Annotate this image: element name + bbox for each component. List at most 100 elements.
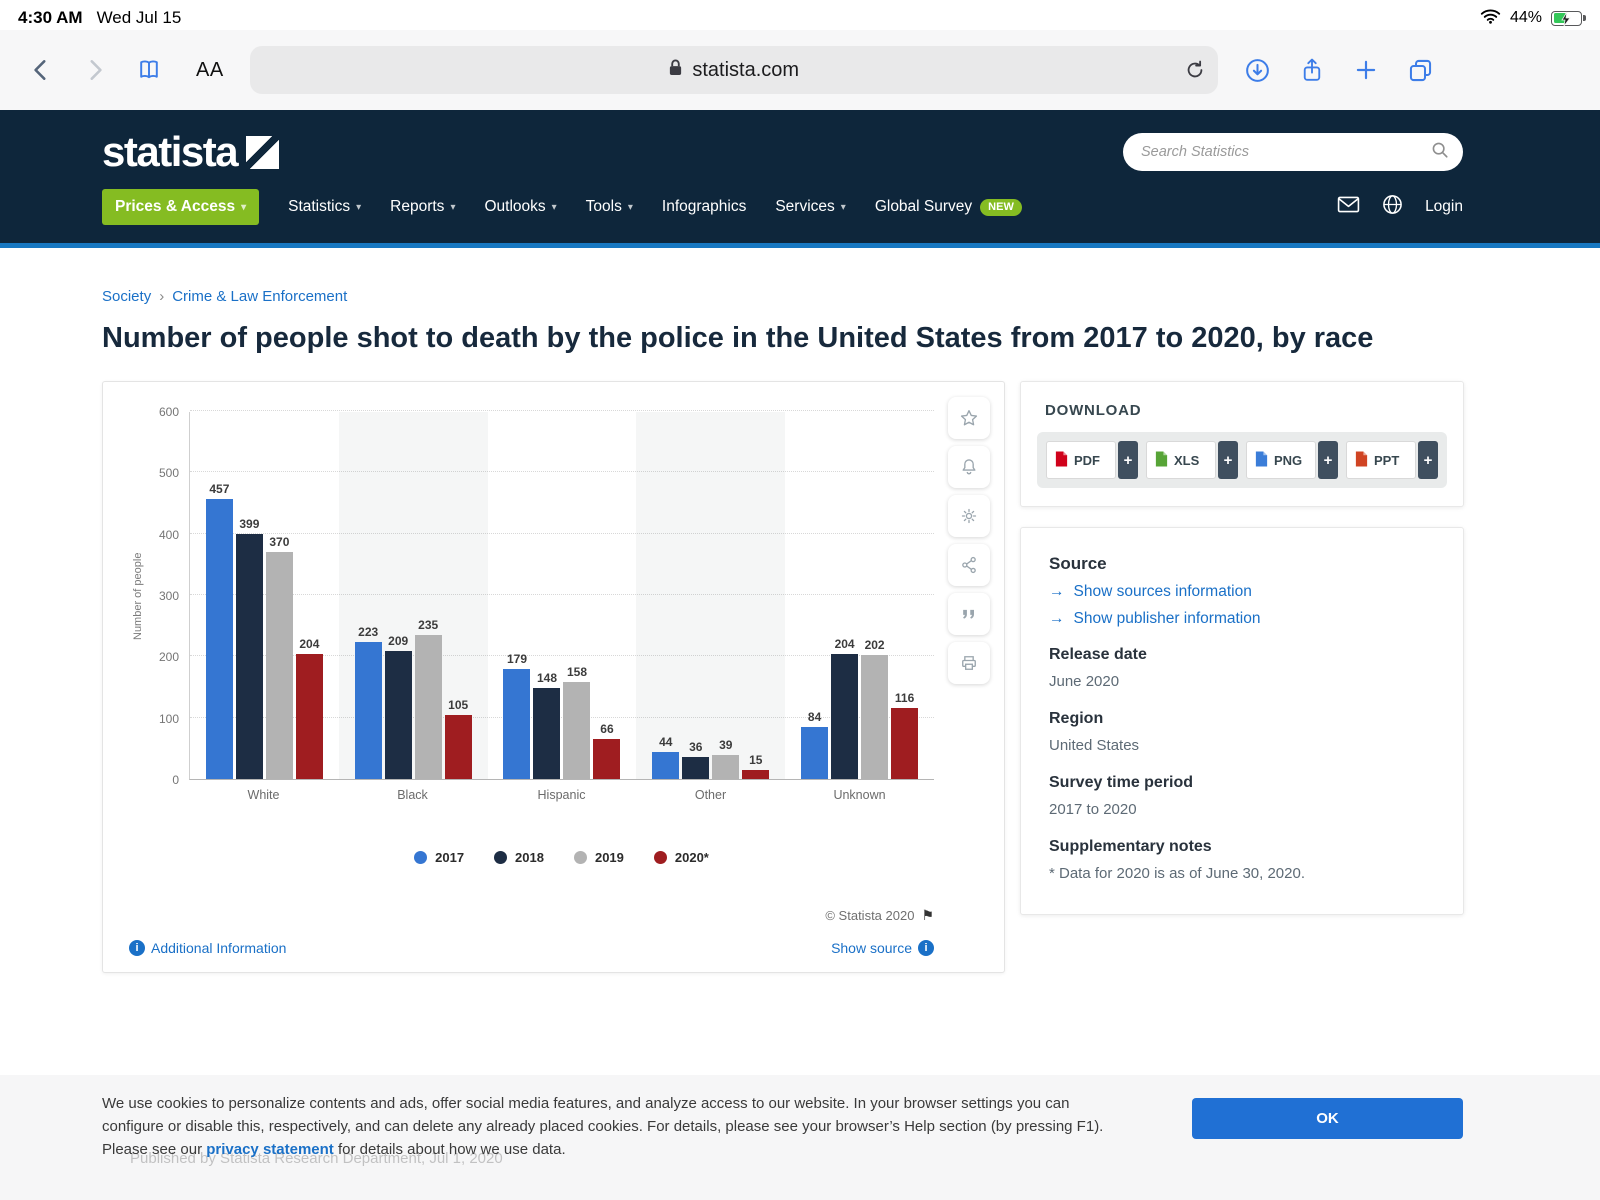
downloads-button[interactable] (1244, 57, 1271, 84)
show-publisher-information-link[interactable]: → Show publisher information (1049, 610, 1261, 627)
download-ppt-button[interactable]: PPT (1346, 441, 1416, 479)
ppt-file-icon (1354, 450, 1369, 471)
nav-reports[interactable]: Reports ▾ (390, 198, 456, 215)
bar-black-2018[interactable]: 209 (384, 634, 412, 779)
share-nodes-icon[interactable] (948, 544, 990, 586)
show-source-link[interactable]: Show source i (831, 940, 934, 956)
bar-other-2019[interactable]: 39 (712, 738, 740, 779)
bar-hispanic-2020[interactable]: 66 (593, 722, 621, 779)
nav-outlooks[interactable]: Outlooks ▾ (484, 198, 557, 215)
bar-hispanic-2017[interactable]: 179 (503, 652, 531, 779)
bar-black-2019[interactable]: 235 (414, 617, 442, 779)
bookmarks-button[interactable] (136, 57, 162, 83)
download-pdf-button[interactable]: PDF (1046, 441, 1116, 479)
envelope-icon[interactable] (1337, 196, 1360, 218)
bar-white-2020[interactable]: 204 (295, 637, 323, 779)
action-rail (948, 397, 990, 684)
statista-logo[interactable]: statista (102, 128, 280, 176)
source-title: Source (1049, 554, 1107, 573)
bar-white-2018[interactable]: 399 (235, 517, 263, 779)
bar-black-2020[interactable]: 105 (444, 698, 472, 779)
alert-bell-icon[interactable] (948, 446, 990, 488)
chevron-down-icon: ▾ (356, 201, 362, 213)
download-xls-button[interactable]: XLS (1146, 441, 1216, 479)
download-xls-plus-button[interactable]: + (1218, 441, 1238, 479)
nav-infographics[interactable]: Infographics (661, 198, 747, 215)
bar-hispanic-2019[interactable]: 158 (563, 665, 591, 779)
settings-gear-icon[interactable] (948, 495, 990, 537)
cookie-text-line3: Please see our privacy statement for det… (102, 1141, 566, 1158)
address-bar[interactable]: statista.com (249, 46, 1218, 94)
y-tick-label: 200 (158, 650, 179, 665)
legend-item-2019[interactable]: 2019 (573, 850, 624, 865)
statista-logo-mark-icon (246, 135, 280, 169)
y-axis-title: Number of people (132, 552, 144, 640)
chevron-down-icon: ▾ (627, 201, 633, 213)
breadcrumb-society[interactable]: Society (102, 288, 152, 305)
clock: 4:30 AM (18, 8, 83, 27)
login-link[interactable]: Login (1425, 198, 1463, 215)
cite-quote-icon[interactable] (948, 593, 990, 635)
nav-global-survey[interactable]: Global Survey NEW (875, 198, 1022, 216)
download-png-button[interactable]: PNG (1246, 441, 1316, 479)
bar-black-2017[interactable]: 223 (354, 625, 382, 779)
globe-icon[interactable] (1382, 194, 1403, 220)
xls-file-icon (1154, 450, 1169, 471)
show-sources-information-link[interactable]: → Show sources information (1049, 583, 1252, 600)
legend-item-2017[interactable]: 2017 (414, 850, 464, 865)
reload-button[interactable] (1184, 59, 1206, 81)
survey-period-label: Survey time period (1049, 774, 1194, 791)
breadcrumb-crime-law[interactable]: Crime & Law Enforcement (172, 288, 348, 305)
download-pdf-plus-button[interactable]: + (1118, 441, 1138, 479)
lock-icon (668, 58, 683, 83)
download-png-plus-button[interactable]: + (1318, 441, 1338, 479)
nav-services[interactable]: Services ▾ (775, 198, 846, 215)
privacy-statement-link[interactable]: privacy statement (206, 1141, 334, 1158)
bar-value-label: 84 (807, 710, 822, 725)
bar-white-2017[interactable]: 457 (205, 482, 233, 779)
status-bar: 4:30 AM Wed Jul 15 44% (0, 0, 1600, 30)
text-size-button[interactable]: AA (196, 58, 224, 81)
search-input[interactable] (1141, 144, 1431, 160)
bar-value-label: 235 (418, 617, 439, 632)
bar-unknown-2019[interactable]: 202 (861, 638, 889, 779)
forward-button[interactable] (82, 57, 108, 83)
share-button[interactable] (1299, 57, 1325, 84)
cookie-ok-button[interactable]: OK (1192, 1098, 1463, 1139)
search-icon[interactable] (1431, 141, 1449, 164)
bar-unknown-2017[interactable]: 84 (801, 710, 829, 779)
bar-hispanic-2018[interactable]: 148 (533, 671, 561, 779)
x-axis-labels: White Black Hispanic Other Unknown (189, 780, 934, 802)
bar-unknown-2020[interactable]: 116 (891, 690, 919, 779)
bar-other-2018[interactable]: 36 (682, 740, 710, 779)
breadcrumb: Society › Crime & Law Enforcement (102, 288, 1600, 305)
legend-item-2020[interactable]: 2020* (653, 850, 709, 865)
favorite-star-icon[interactable] (948, 397, 990, 439)
bar-other-2020[interactable]: 15 (742, 753, 770, 779)
download-ppt-plus-button[interactable]: + (1418, 441, 1438, 479)
bar-value-label: 116 (894, 690, 915, 705)
bar-white-2019[interactable]: 370 (265, 535, 293, 779)
bar-other-2017[interactable]: 44 (652, 735, 680, 779)
y-tick-label: 0 (172, 773, 179, 787)
tabs-button[interactable] (1407, 57, 1434, 84)
main-nav: Prices & Access ▾ Statistics ▾ Reports ▾ Outlo… (102, 189, 1022, 225)
nav-statistics[interactable]: Statistics ▾ (288, 198, 362, 215)
battery-percent: 44% (1509, 9, 1542, 26)
back-button[interactable] (28, 57, 54, 83)
print-icon[interactable] (948, 642, 990, 684)
legend-item-2018[interactable]: 2018 (494, 850, 544, 865)
nav-prices-access[interactable]: Prices & Access ▾ (102, 189, 260, 225)
info-icon: i (918, 940, 934, 956)
additional-information-link[interactable]: i Additional Information (129, 940, 286, 956)
bar-unknown-2018[interactable]: 204 (831, 637, 859, 779)
battery-icon (1551, 10, 1586, 26)
site-search[interactable] (1123, 133, 1463, 171)
new-tab-button[interactable] (1353, 57, 1379, 83)
x-axis-label: Unknown (833, 788, 886, 802)
nav-tools[interactable]: Tools ▾ (585, 198, 633, 215)
source-panel: Source → Show sources information → Show pu… (1020, 527, 1464, 915)
supplementary-notes-label: Supplementary notes (1049, 838, 1212, 855)
png-file-icon (1254, 450, 1269, 471)
bar-value-label: 370 (269, 535, 290, 550)
